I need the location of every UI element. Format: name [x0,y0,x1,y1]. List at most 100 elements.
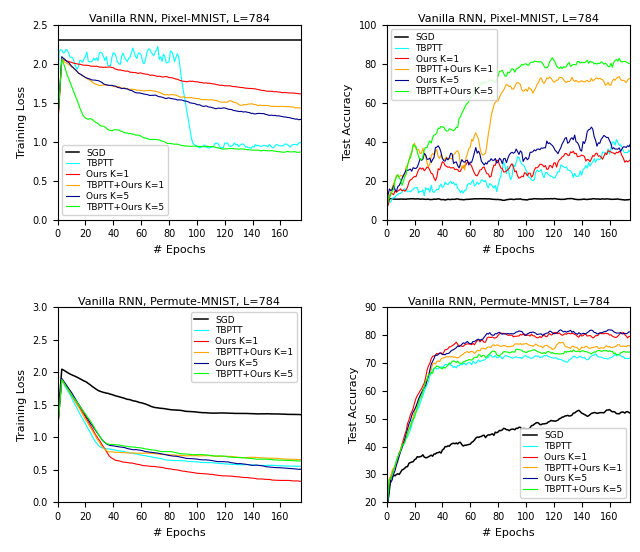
Ours K=5 [387,187,395,194]
Ours K=5 [605,137,613,144]
Ours K=1 [387,474,395,480]
SGD [58,366,66,373]
TBPTT+Ours K=5 [513,346,520,352]
SGD [60,367,67,373]
Ours K=1 [625,333,633,339]
TBPTT [612,136,620,143]
Ours K=1 [604,147,612,154]
SGD [477,195,485,202]
Y-axis label: Test Accuracy: Test Accuracy [349,367,359,443]
TBPTT [148,50,156,57]
TBPTT+Ours K=1 [296,105,304,112]
Ours K=5 [435,351,442,358]
Title: Vanilla RNN, Pixel-MNIST, L=784: Vanilla RNN, Pixel-MNIST, L=784 [89,14,270,24]
SGD [83,37,91,44]
SGD [383,509,390,516]
Ours K=5 [54,122,61,129]
SGD [275,37,283,44]
TBPTT+Ours K=5 [605,347,613,354]
Legend: SGD, TBPTT, Ours K=1, TBPTT+Ours K=1, Ours K=5, TBPTT+Ours K=5: SGD, TBPTT, Ours K=1, TBPTT+Ours K=1, Ou… [62,145,168,215]
TBPTT [303,479,311,485]
TBPTT [412,184,420,191]
Ours K=5 [150,449,157,456]
Line: TBPTT: TBPTT [387,140,636,208]
SGD [605,196,613,203]
SGD [435,449,442,456]
Ours K=5 [435,142,442,149]
Ours K=5 [383,514,390,521]
TBPTT [435,365,442,372]
TBPTT+Ours K=5 [605,63,613,70]
Line: Ours K=1: Ours K=1 [58,60,307,147]
TBPTT+Ours K=1 [632,135,640,141]
TBPTT [592,351,600,357]
TBPTT [107,446,115,453]
Line: TBPTT+Ours K=5: TBPTT+Ours K=5 [58,59,307,181]
TBPTT+Ours K=1 [616,73,623,79]
Line: TBPTT: TBPTT [58,46,307,172]
Ours K=5 [58,375,66,382]
Ours K=5 [383,203,390,209]
Line: TBPTT: TBPTT [387,354,636,514]
SGD [605,406,613,413]
Ours K=1 [632,420,640,427]
Line: TBPTT: TBPTT [58,380,307,482]
Ours K=5 [84,75,92,82]
Ours K=5 [296,466,304,473]
TBPTT+Ours K=1 [58,376,66,383]
SGD [477,433,485,440]
Line: Ours K=5: Ours K=5 [387,330,636,518]
Ours K=5 [60,55,67,61]
Ours K=5 [107,442,115,449]
TBPTT+Ours K=1 [477,345,485,352]
Ours K=1 [632,178,640,184]
TBPTT [387,199,395,205]
TBPTT [58,377,66,384]
TBPTT+Ours K=5 [625,60,633,67]
Ours K=5 [412,404,420,410]
Ours K=1 [84,62,92,68]
TBPTT [632,434,640,440]
TBPTT [296,139,304,146]
Line: Ours K=1: Ours K=1 [387,332,636,513]
Line: TBPTT+Ours K=1: TBPTT+Ours K=1 [58,60,307,156]
TBPTT [412,408,420,415]
TBPTT+Ours K=5 [84,116,92,123]
Ours K=1 [60,378,67,385]
Legend: SGD, TBPTT, Ours K=1, TBPTT+Ours K=1, Ours K=5, TBPTT+Ours K=5: SGD, TBPTT, Ours K=1, TBPTT+Ours K=1, Ou… [391,29,497,99]
TBPTT+Ours K=5 [412,143,420,150]
Ours K=5 [632,171,640,177]
TBPTT+Ours K=1 [558,339,566,346]
TBPTT [625,147,633,153]
TBPTT [383,205,390,211]
TBPTT+Ours K=1 [84,421,92,427]
Ours K=1 [412,173,420,180]
TBPTT [154,43,162,50]
Ours K=1 [150,463,157,470]
Ours K=1 [84,418,92,425]
TBPTT [383,511,390,518]
TBPTT+Ours K=5 [54,427,61,434]
Ours K=1 [54,427,61,433]
Line: TBPTT+Ours K=5: TBPTT+Ours K=5 [387,58,636,205]
TBPTT+Ours K=1 [58,56,66,63]
Y-axis label: Training Loss: Training Loss [17,369,27,441]
SGD [387,474,395,481]
TBPTT+Ours K=1 [632,428,640,434]
TBPTT+Ours K=5 [303,178,311,184]
SGD [150,404,157,411]
TBPTT [604,146,612,152]
TBPTT+Ours K=1 [60,58,67,65]
TBPTT+Ours K=1 [303,475,311,481]
TBPTT+Ours K=5 [548,55,556,61]
SGD [106,37,113,44]
TBPTT+Ours K=5 [625,349,633,355]
TBPTT [296,463,304,470]
Ours K=1 [296,478,304,485]
TBPTT+Ours K=5 [54,121,61,128]
SGD [54,37,61,44]
TBPTT+Ours K=1 [383,508,390,515]
Ours K=1 [383,510,390,517]
SGD [412,195,420,202]
Legend: SGD, TBPTT, Ours K=1, TBPTT+Ours K=1, Ours K=5, TBPTT+Ours K=5: SGD, TBPTT, Ours K=1, TBPTT+Ours K=1, Ou… [191,312,297,382]
